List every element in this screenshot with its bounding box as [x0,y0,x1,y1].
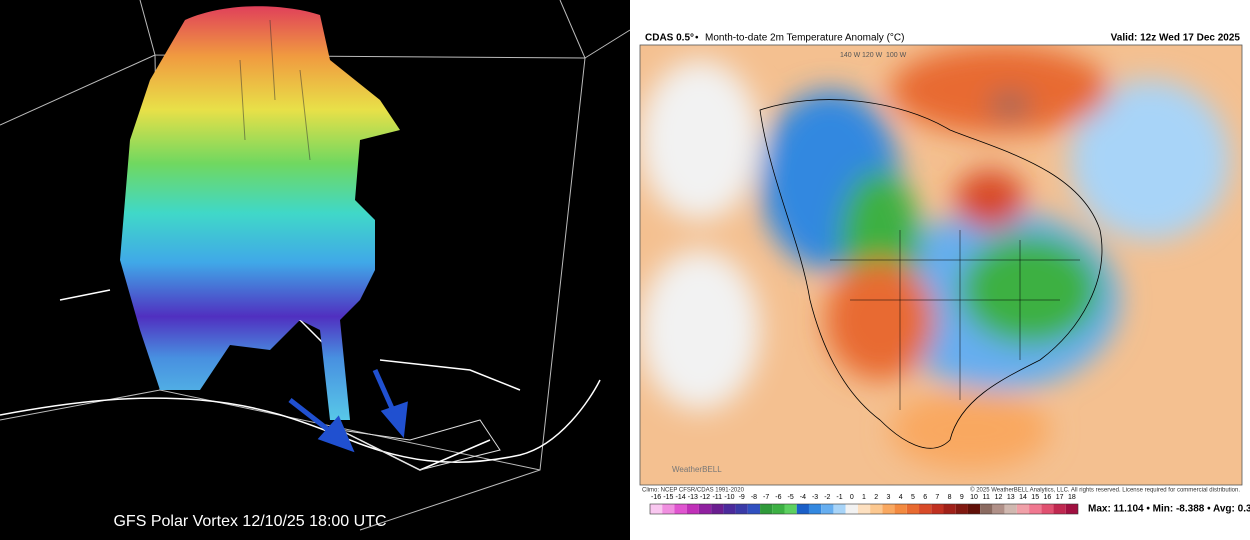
colorbar-cell [1029,504,1042,514]
colorbar-cell [747,504,761,514]
colorbar-tick-label: 15 [1031,494,1039,501]
colorbar-tick-label: -6 [775,494,781,501]
colorbar-cell [992,504,1005,514]
colorbar-tick-label: 1 [862,494,866,501]
colorbar-cell [760,504,773,514]
colorbar-cell [1004,504,1017,514]
colorbar-cell [1065,504,1078,514]
colorbar-tick-label: -14 [676,494,686,501]
colorbar-cell [662,504,675,514]
colorbar-tick-label: 16 [1044,494,1052,501]
colorbar-tick-label: 14 [1019,494,1027,501]
colorbar-tick-label: -13 [688,494,698,501]
colorbar-tick-label: 12 [995,494,1003,501]
colorbar-cell [882,504,895,514]
colorbar-cell [784,504,797,514]
colorbar-cell [955,504,968,514]
colorbar-cell [980,504,993,514]
map-frame [639,44,1243,486]
meridian-label: 140 W [840,52,861,59]
valid-time: Valid: 12z Wed 17 Dec 2025 [1111,33,1241,44]
colorbar-cell [650,504,663,514]
colorbar-tick-label: -2 [824,494,830,501]
colorbar-tick-label: 10 [970,494,978,501]
vortex-shading [239,19,311,161]
anomaly-map [640,45,1242,485]
colorbar-cell [674,504,687,514]
colorbar-tick-label: 7 [935,494,939,501]
colorbar-tick-label: 0 [850,494,854,501]
colorbar-tick-label: -10 [724,494,734,501]
colorbar-frame [649,503,1079,515]
colorbar-cell [931,504,944,514]
colorbar-tick-label: 6 [923,494,927,501]
colorbar-tick-label: 3 [887,494,891,501]
colorbar-tick-label: -5 [788,494,794,501]
colorbar-tick-label: -4 [800,494,806,501]
vortex-surface [120,6,400,420]
colorbar-cell [796,504,809,514]
colorbar-tick-label: 2 [874,494,878,501]
colorbar-cell [735,504,748,514]
colorbar-cell [821,504,834,514]
colorbar-tick-label: 4 [899,494,903,501]
colorbar-tick-label: -15 [663,494,673,501]
colorbar-tick-label: -9 [739,494,745,501]
stats: Max: 11.104 • Min: -8.388 • Avg: 0.313 [1088,504,1250,515]
colorbar-cell [906,504,920,514]
arrows [288,368,408,453]
colorbar-tick-label: 9 [960,494,964,501]
colorbar-tick-label: -8 [751,494,757,501]
meridian-label: 100 W [886,52,907,59]
colorbar-cell [1053,504,1066,514]
meridian-label: 120 W [862,52,883,59]
colorbar-tick-label: 17 [1056,494,1064,501]
colorbar-tick-label: -16 [651,494,661,501]
colorbar-cell [870,504,883,514]
logo: WeatherBELL [672,465,722,474]
colorbar-cell [857,504,871,514]
colorbar-tick-label: 18 [1068,494,1076,501]
colorbar-cell [894,504,907,514]
colorbar-tick-label: 5 [911,494,915,501]
colorbar-tick-label: -7 [763,494,769,501]
colorbar: -16 -15 -14 -13 -12 -11 -10 -9 -8 -7 -6 -5 -4 -3 -2 -1 0… [649,494,1079,515]
colorbar-cell [919,504,932,514]
colorbar-cell [845,504,858,514]
caption: GFS Polar Vortex 12/10/25 18:00 UTC [113,513,386,530]
colorbar-cell [1041,504,1054,514]
map-title: Month-to-date 2m Temperature Anomaly (°C… [705,33,904,44]
separator: • [695,33,699,44]
colorbar-cell [943,504,956,514]
colorbar-cell [698,504,712,514]
colorbar-cell [1016,504,1030,514]
colorbar-tick-label: 8 [948,494,952,501]
colorbar-tick-label: -1 [836,494,842,501]
colorbar-cell [967,504,981,514]
copyright: © 2025 WeatherBELL Analytics, LLC. All r… [970,487,1240,494]
colorbar-tick-label: -3 [812,494,818,501]
colorbar-cell [711,504,724,514]
climo: Climo: NCEP CFSR/CDAS 1991-2020 [642,488,745,494]
colorbar-cell [808,504,822,514]
colorbar-cell [723,504,736,514]
colorbar-cell [686,504,699,514]
product: CDAS 0.5° [645,33,694,44]
grid-region [339,419,501,471]
colorbar-tick-label: 13 [1007,494,1015,501]
colorbar-tick-label: -12 [700,494,710,501]
colorbar-cell [833,504,846,514]
colorbar-tick-label: -11 [712,494,722,501]
colorbar-tick-label: 11 [983,494,990,501]
colorbar-cell [772,504,785,514]
